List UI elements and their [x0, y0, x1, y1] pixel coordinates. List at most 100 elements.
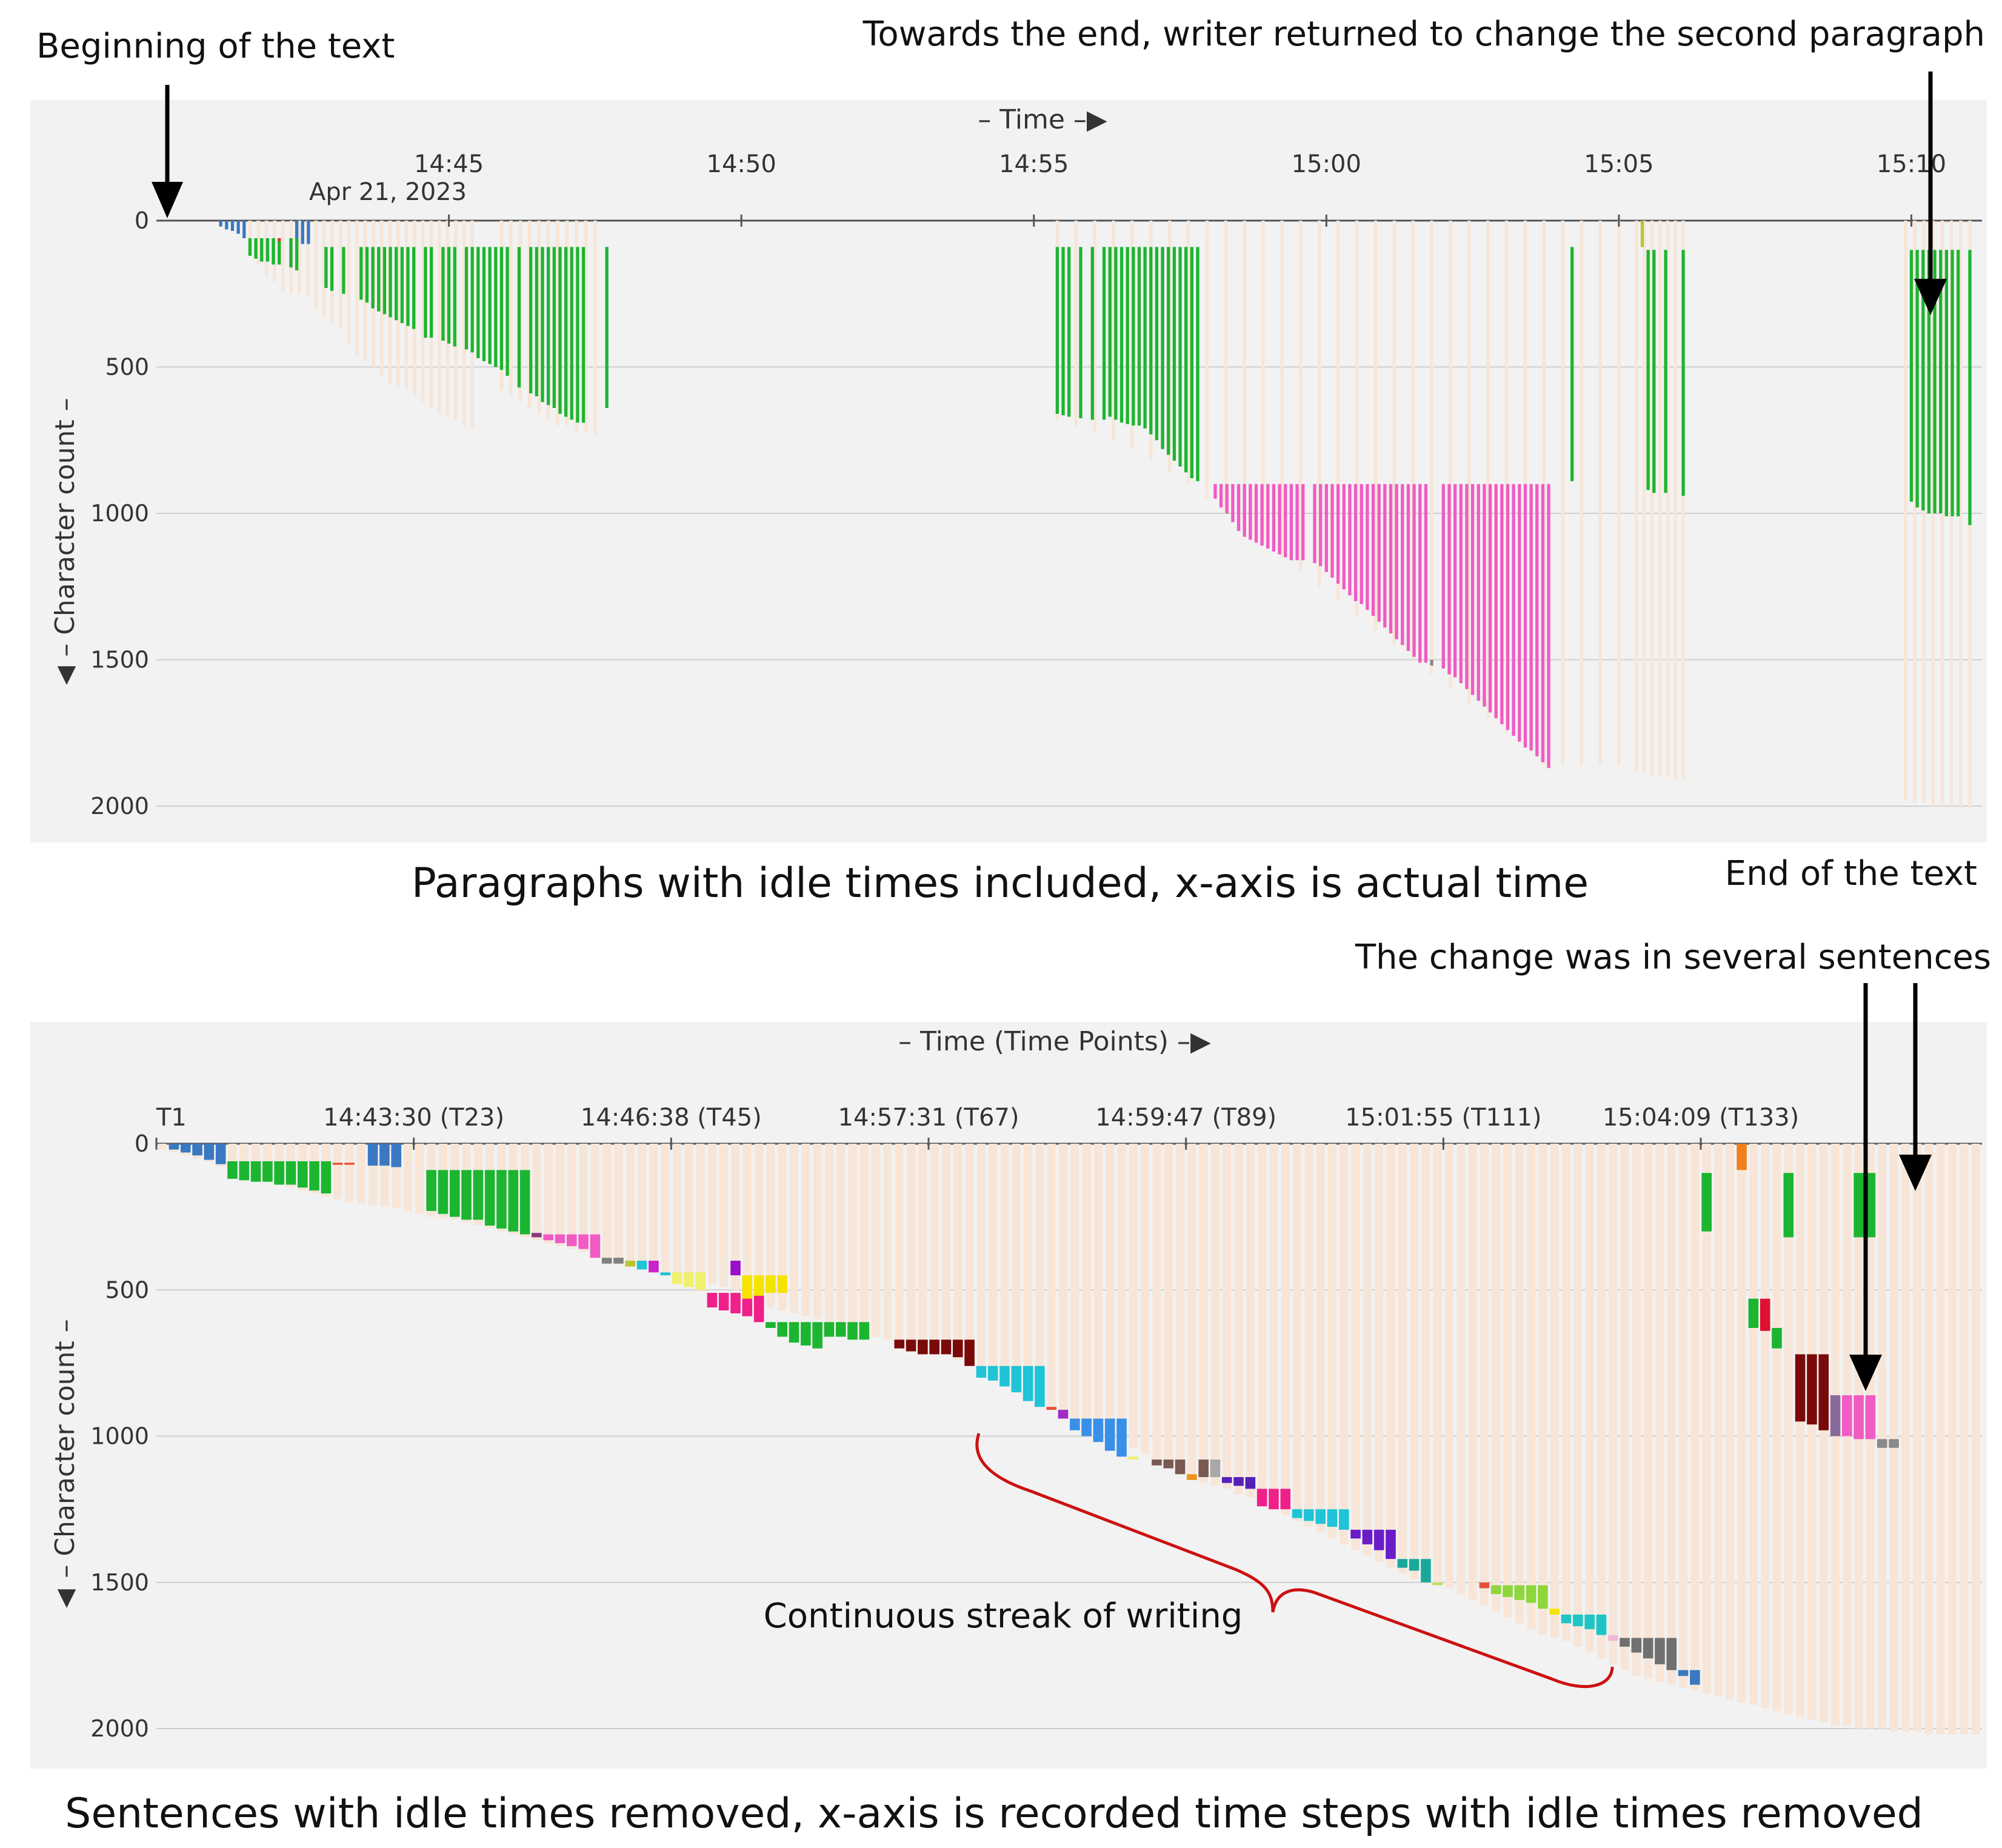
data-bar-paragraph-2	[1167, 247, 1170, 455]
data-bar-s35	[1503, 1585, 1513, 1597]
idle-bar	[1667, 1144, 1676, 1685]
data-bar-paragraph-2	[1184, 247, 1188, 473]
idle-bar	[1467, 221, 1471, 704]
data-bar-s15	[766, 1322, 776, 1328]
data-bar-s14	[718, 1293, 729, 1311]
data-bar-paragraph-3	[1447, 484, 1451, 675]
idle-bar	[790, 1144, 798, 1313]
data-bar-s2	[309, 1161, 319, 1191]
data-bar-s32	[1409, 1559, 1420, 1571]
data-bar-paragraph-2	[558, 247, 562, 414]
data-bar-paragraph-2	[1149, 247, 1153, 435]
idle-bar	[1486, 221, 1490, 719]
idle-bar	[1620, 1144, 1629, 1670]
data-bar-s38	[1607, 1635, 1618, 1641]
data-bar-paragraph-3	[1459, 484, 1463, 684]
data-bar-paragraph-2	[406, 247, 410, 326]
data-bar-paragraph-2	[365, 247, 369, 303]
paragraph-chart-title: Paragraphs with idle times included, x-a…	[412, 859, 1589, 907]
data-bar-s40	[1678, 1670, 1689, 1676]
idle-bar	[544, 1144, 553, 1244]
data-bar-paragraph-2	[1137, 247, 1141, 426]
data-bar-paragraph-3	[1541, 484, 1545, 762]
data-bar-paragraph-2	[1172, 247, 1176, 461]
idle-bar	[895, 1144, 904, 1343]
idle-bar	[1059, 1144, 1067, 1413]
data-bar-s39	[1620, 1638, 1630, 1647]
idle-bar	[355, 221, 359, 356]
data-bar-paragraph-2	[265, 238, 270, 262]
idle-bar	[1650, 221, 1654, 777]
data-bar-s35	[1514, 1585, 1525, 1600]
data-bar-paragraph-2	[1055, 247, 1059, 414]
data-bar-paragraph-2	[564, 247, 568, 417]
data-bar-s15	[789, 1322, 799, 1343]
idle-bar	[1269, 1144, 1278, 1510]
idle-bar	[1012, 1144, 1021, 1390]
idle-bar	[1000, 1144, 1009, 1384]
idle-bar	[1351, 1144, 1360, 1550]
data-bar-s30	[1292, 1509, 1303, 1518]
paragraph-chart-xlabel: – Time –▶	[978, 104, 1107, 135]
data-bar-paragraph-2	[1178, 247, 1182, 467]
data-bar-s1	[169, 1144, 179, 1150]
idle-bar	[1644, 1144, 1653, 1679]
y-tick-label: 1000	[90, 500, 149, 527]
idle-bar	[942, 1144, 950, 1355]
data-bar-s19	[999, 1366, 1010, 1387]
idle-bar	[1141, 1144, 1150, 1454]
data-bar-paragraph-3	[1313, 484, 1316, 564]
data-bar-paragraph-2	[552, 247, 556, 409]
idle-bar	[248, 221, 252, 244]
sentence-chart: 0 500 1000 1500 2000 T1 14:43:30 (T23) 14:46:38…	[30, 1022, 1987, 1838]
data-bar-paragraph-3	[1371, 484, 1375, 616]
data-bar-paragraph-2	[488, 247, 492, 364]
data-bar-paragraph-2	[1161, 247, 1164, 449]
idle-bar	[918, 1144, 927, 1349]
data-bar-paragraph-2	[1921, 250, 1925, 511]
idle-bar	[379, 221, 384, 376]
data-bar-paragraph-2	[447, 247, 451, 344]
idle-bar	[1375, 1144, 1384, 1562]
data-bar-s2	[262, 1161, 273, 1182]
data-bar-s33	[1432, 1582, 1443, 1586]
data-bar-paragraph-2	[453, 247, 456, 347]
idle-bar	[396, 221, 400, 388]
data-bar-paragraph-2	[576, 247, 579, 423]
idle-bar	[1796, 1144, 1805, 1717]
idle-bar	[333, 1144, 342, 1199]
data-bar-paragraph-3	[1254, 484, 1258, 543]
data-bar-s22	[1070, 1418, 1080, 1430]
idle-bar	[1658, 221, 1662, 777]
data-bar-paragraph-3	[1260, 484, 1264, 546]
idle-bar	[298, 221, 301, 294]
data-bar-s2	[227, 1161, 238, 1179]
idle-bar	[158, 1144, 167, 1150]
idle-bar	[1681, 221, 1685, 780]
idle-bar	[965, 1144, 974, 1366]
data-bar-s28	[1233, 1477, 1244, 1486]
idle-bar	[1280, 221, 1284, 558]
idle-bar	[1480, 1144, 1489, 1606]
data-bar-s5	[508, 1170, 519, 1232]
data-bar-paragraph-3	[1488, 484, 1492, 713]
idle-bar	[1398, 1144, 1407, 1574]
idle-bar	[1258, 1144, 1267, 1504]
change-arrowhead-1	[1849, 1355, 1882, 1391]
paragraph-chart-gridlines	[156, 219, 1982, 807]
idle-bar	[1112, 221, 1115, 441]
data-bar-paragraph-2	[412, 247, 416, 329]
data-bar-paragraph-2	[464, 247, 469, 350]
data-bar-paragraph-2	[1090, 247, 1094, 420]
data-bar-s17	[753, 1275, 764, 1296]
idle-bar	[281, 221, 285, 291]
data-bar-paragraph-2	[429, 247, 433, 338]
idle-bar	[1304, 1144, 1313, 1527]
x-tick-label: 15:00	[1292, 150, 1361, 178]
data-bar-s2	[297, 1161, 308, 1188]
idle-bar	[1392, 221, 1396, 645]
idle-bar	[1318, 221, 1321, 587]
data-bar-paragraph-2	[382, 247, 387, 315]
data-bar-paragraph-2	[1950, 250, 1954, 516]
data-bar-s49	[1842, 1395, 1852, 1436]
